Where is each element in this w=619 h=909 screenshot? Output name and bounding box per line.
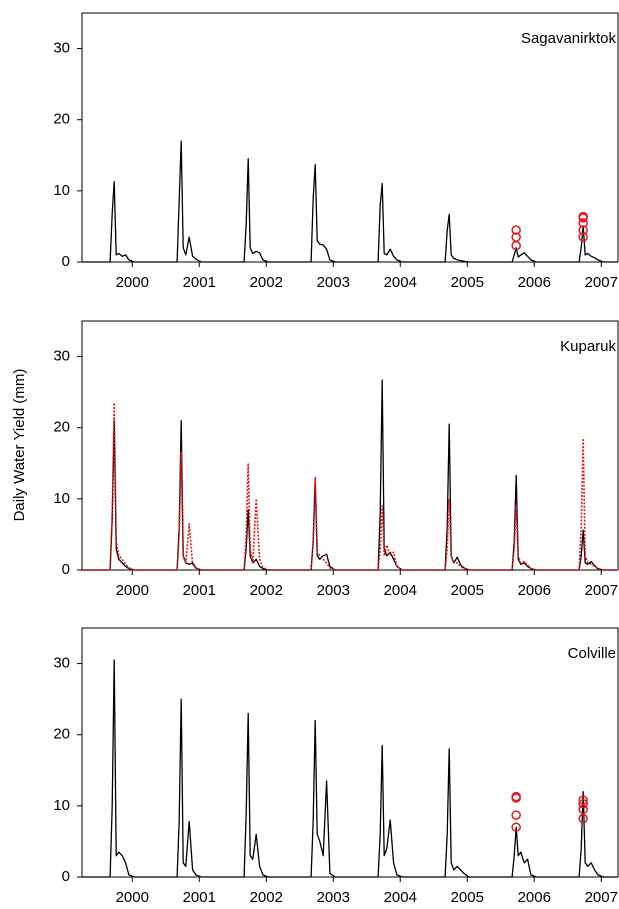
x-tick-label: 2002 [250,582,283,599]
point [578,813,588,824]
y-tick-label: 20 [53,111,70,128]
panel-label: Colville [568,645,616,662]
point [578,804,588,815]
x-tick-label: 2005 [451,889,484,906]
y-tick-label: 0 [62,868,70,885]
x-tick-label: 2004 [384,582,417,599]
x-tick-label: 2007 [585,889,618,906]
x-tick-label: 2006 [518,582,551,599]
point [578,213,588,223]
x-tick-label: 2000 [116,582,149,599]
y-axis-label: Daily Water Yield (mm) [11,369,28,522]
x-tick-label: 2004 [384,889,417,906]
x-tick-label: 2002 [250,274,283,291]
point [511,822,521,832]
point [511,240,521,251]
y-tick-label: 10 [53,797,70,814]
y-tick-label: 10 [53,182,70,199]
point [578,218,588,228]
x-tick-label: 2001 [183,582,216,599]
x-tick-label: 2007 [585,582,618,599]
panel-label: Kuparuk [560,338,616,355]
line-series [82,140,618,263]
x-tick-label: 2007 [585,274,618,291]
plot-frame [81,12,619,263]
x-tick-label: 2001 [183,274,216,291]
x-tick-label: 2001 [183,889,216,906]
point [578,798,588,809]
y-tick-label: 10 [53,490,70,507]
y-tick-label: 0 [62,561,70,578]
y-tick-label: 20 [53,419,70,436]
plot-frame [81,627,619,878]
point [511,810,521,820]
y-tick-label: 30 [53,40,70,57]
point [578,795,588,805]
x-tick-label: 2004 [384,274,417,291]
point [511,793,521,803]
x-tick-label: 2005 [451,582,484,599]
x-tick-label: 2005 [451,274,484,291]
point [511,225,521,235]
x-tick-label: 2002 [250,889,283,906]
y-tick-label: 0 [62,253,70,270]
x-tick-label: 2003 [317,274,350,291]
panel-label: Sagavanirktok [521,30,617,47]
point [578,232,588,242]
y-tick-label: 30 [53,655,70,672]
line-series [82,659,618,878]
x-tick-label: 2000 [116,274,149,291]
line-series [82,402,618,571]
x-tick-label: 2003 [317,889,350,906]
y-tick-label: 30 [53,348,70,365]
x-tick-label: 2006 [518,889,551,906]
x-tick-label: 2006 [518,274,551,291]
x-tick-label: 2003 [317,582,350,599]
y-tick-label: 20 [53,726,70,743]
x-tick-label: 2000 [116,889,149,906]
plot-frame [81,320,619,571]
point [578,225,588,235]
line-series [82,379,618,571]
